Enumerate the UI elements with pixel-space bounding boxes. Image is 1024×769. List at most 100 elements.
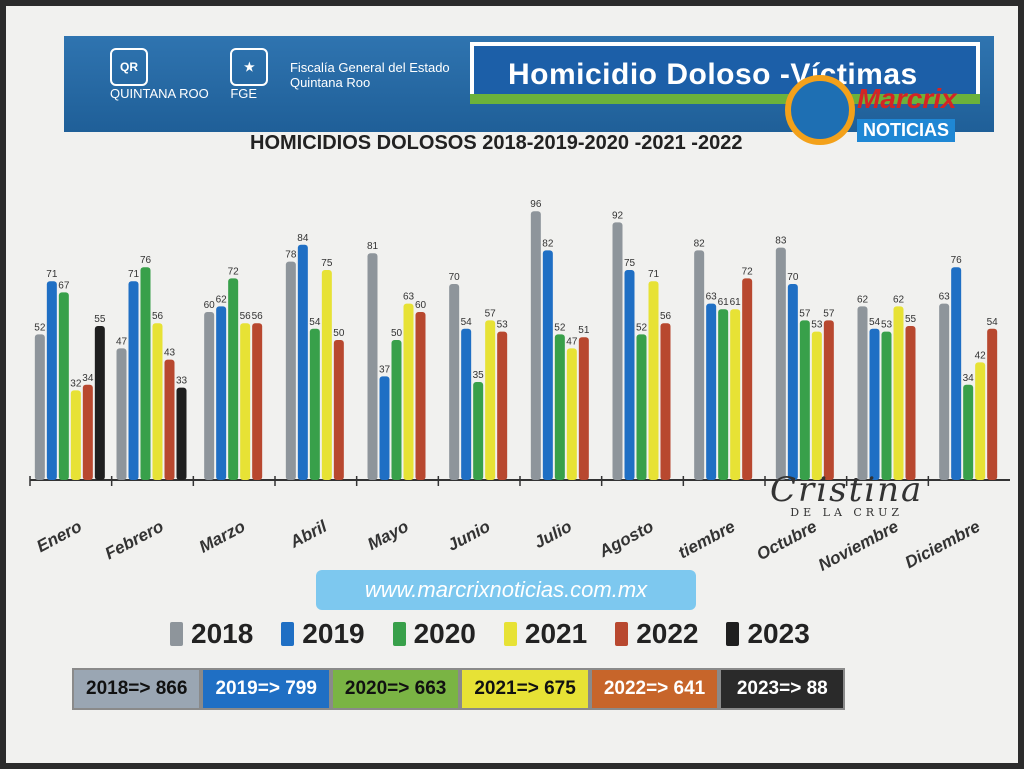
data-label: 42 bbox=[975, 350, 987, 361]
data-label: 71 bbox=[128, 269, 140, 280]
agency-logo: ★ FGE bbox=[230, 48, 269, 101]
data-label: 83 bbox=[775, 236, 787, 247]
legend-label: 2023 bbox=[747, 618, 810, 649]
data-label: 62 bbox=[216, 294, 228, 305]
data-label: 53 bbox=[811, 320, 823, 331]
legend-swatch bbox=[503, 622, 517, 646]
bar-2020-agosto bbox=[636, 334, 647, 480]
bar-2019-octubre bbox=[787, 284, 798, 480]
data-label: 34 bbox=[963, 373, 975, 384]
bar-2023-febrero bbox=[176, 387, 187, 480]
data-label: 92 bbox=[612, 210, 624, 221]
data-label: 33 bbox=[176, 376, 188, 387]
legend-label: 2019 bbox=[302, 618, 365, 649]
data-label: 78 bbox=[285, 250, 297, 261]
data-label: 63 bbox=[939, 292, 951, 303]
bar-2019-noviembre bbox=[869, 328, 880, 480]
legend-swatch bbox=[392, 622, 406, 646]
x-tick-label: Abril bbox=[286, 516, 331, 552]
agency-text: Fiscalía General del Estado Quintana Roo bbox=[290, 60, 450, 90]
bar-2018-noviembre bbox=[857, 306, 868, 480]
data-label: 96 bbox=[530, 199, 542, 210]
legend-label: 2021 bbox=[524, 618, 588, 649]
data-label: 76 bbox=[951, 255, 963, 266]
data-label: 57 bbox=[485, 308, 497, 319]
x-tick-label: Agosto bbox=[595, 517, 656, 562]
bar-2022-mayo bbox=[415, 312, 426, 480]
agency-emblem-icon: ★ bbox=[230, 48, 269, 86]
x-tick-label: tiembre bbox=[675, 517, 738, 563]
agency-label: FGE bbox=[230, 86, 258, 101]
totals-bar: 2018=> 866 2019=> 799 2020=> 663 2021=> 675… bbox=[72, 668, 846, 710]
bar-2019-abril bbox=[297, 244, 308, 480]
data-label: 70 bbox=[449, 272, 461, 283]
bar-2022-septiembre bbox=[742, 278, 753, 480]
data-label: 84 bbox=[297, 233, 309, 244]
data-label: 50 bbox=[333, 328, 345, 339]
data-label: 60 bbox=[415, 300, 427, 311]
data-label: 34 bbox=[82, 373, 94, 384]
bar-2021-octubre bbox=[811, 331, 822, 480]
data-label: 63 bbox=[706, 292, 718, 303]
signature-subtitle: DE LA CRUZ bbox=[790, 506, 903, 519]
bar-2018-octubre bbox=[775, 247, 786, 480]
bar-2018-enero bbox=[34, 334, 45, 480]
bar-2021-mayo bbox=[403, 303, 414, 480]
brand-bottom: NOTICIAS bbox=[857, 119, 956, 142]
data-label: 62 bbox=[857, 294, 869, 305]
data-label: 47 bbox=[566, 336, 578, 347]
brand-circle-icon bbox=[785, 75, 855, 145]
data-label: 51 bbox=[578, 325, 590, 336]
agency-state: Quintana Roo bbox=[289, 74, 371, 90]
data-label: 37 bbox=[379, 364, 391, 375]
data-label: 54 bbox=[987, 317, 999, 328]
bar-chart: 527167323455Enero477176564333Febrero6062… bbox=[29, 199, 1010, 575]
data-label: 61 bbox=[730, 297, 742, 308]
bar-2020-septiembre bbox=[718, 309, 729, 480]
legend-label: 2018 bbox=[191, 618, 254, 649]
data-label: 76 bbox=[140, 255, 152, 266]
data-label: 75 bbox=[321, 258, 333, 269]
bar-2022-junio bbox=[497, 331, 508, 480]
bar-2019-agosto bbox=[624, 270, 635, 480]
bar-2020-diciembre bbox=[963, 384, 974, 480]
data-label: 53 bbox=[497, 320, 509, 331]
bar-2021-abril bbox=[321, 270, 332, 480]
data-label: 54 bbox=[461, 317, 473, 328]
state-label: QUINTANA ROO bbox=[110, 86, 209, 101]
bar-2021-junio bbox=[485, 320, 496, 480]
bar-2018-marzo bbox=[204, 312, 215, 480]
state-logo: QR QUINTANA ROO bbox=[110, 48, 209, 101]
state-emblem-icon: QR bbox=[110, 48, 148, 86]
bar-2022-octubre bbox=[823, 320, 834, 480]
data-label: 67 bbox=[58, 280, 70, 291]
x-tick-label: Marzo bbox=[196, 517, 248, 557]
data-label: 56 bbox=[252, 311, 264, 322]
data-label: 56 bbox=[240, 311, 252, 322]
bar-2018-mayo bbox=[367, 253, 378, 480]
data-label: 81 bbox=[367, 241, 379, 252]
bar-2020-marzo bbox=[228, 278, 239, 480]
x-tick-label: Mayo bbox=[364, 517, 411, 554]
bar-2019-marzo bbox=[216, 306, 227, 480]
bar-2020-enero bbox=[58, 292, 69, 480]
legend-item-2019: 2019 bbox=[281, 618, 365, 650]
chart-legend: 2018 2019 2020 2021 2022 2023 bbox=[170, 618, 810, 650]
bar-2021-enero bbox=[70, 390, 81, 480]
total-box: 2022=> 641 bbox=[589, 668, 720, 710]
bar-2019-julio bbox=[542, 250, 553, 480]
page-title: Homicidio Doloso -Víctimas bbox=[508, 58, 918, 91]
x-tick-label: Octubre bbox=[753, 517, 819, 564]
data-label: 70 bbox=[787, 272, 799, 283]
data-label: 35 bbox=[473, 370, 485, 381]
bar-2019-diciembre bbox=[951, 267, 962, 480]
signature-name: Cristina bbox=[770, 470, 924, 510]
legend-swatch bbox=[615, 622, 629, 646]
website-link[interactable]: www.marcrixnoticias.com.mx bbox=[316, 570, 696, 610]
total-box: 2020=> 663 bbox=[330, 668, 461, 710]
data-label: 53 bbox=[881, 320, 893, 331]
signature: Cristina DE LA CRUZ bbox=[770, 470, 923, 519]
legend-item-2018: 2018 bbox=[170, 618, 253, 650]
legend-label: 2022 bbox=[636, 618, 699, 649]
bar-2021-julio bbox=[566, 348, 577, 480]
